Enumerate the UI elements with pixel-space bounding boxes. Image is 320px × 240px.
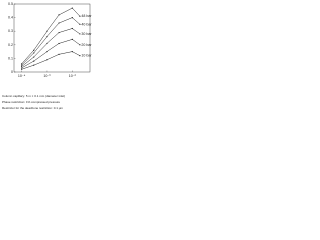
series-label: 30 bar bbox=[81, 32, 92, 36]
note: Phase restriction: 1% compressed pressur… bbox=[2, 100, 60, 104]
x-tick-label: 10⁻⁴ bbox=[18, 74, 26, 78]
series-line bbox=[21, 17, 81, 66]
series-label: 48 bar bbox=[81, 14, 92, 18]
y-tick-label: 0.4 bbox=[8, 16, 13, 20]
series-line bbox=[21, 28, 81, 67]
series-label: 20 bar bbox=[81, 43, 92, 47]
y-tick-label: 0.5 bbox=[8, 2, 13, 6]
plot-frame bbox=[13, 3, 91, 73]
series-line bbox=[21, 7, 81, 65]
chart: 0 0.1 0.2 0.3 0.4 0.5 10⁻⁴ 10⁻³ 10⁻² 48 bar 40 bar… bbox=[2, 2, 92, 110]
y-tick-label: 0.2 bbox=[8, 43, 13, 47]
series-line bbox=[21, 39, 81, 69]
series-label: 40 bar bbox=[81, 22, 92, 26]
series-label: 10 bar bbox=[81, 54, 92, 58]
note: Column capillary: 5 m × 0.1 mm (diameter… bbox=[2, 94, 65, 98]
y-tick-label: 0 bbox=[11, 70, 13, 74]
x-tick-label: 10⁻² bbox=[69, 74, 77, 78]
series-line bbox=[21, 51, 81, 70]
y-tick-label: 0.1 bbox=[8, 56, 13, 60]
y-tick-label: 0.3 bbox=[8, 29, 13, 33]
x-tick-label: 10⁻³ bbox=[43, 74, 51, 78]
note: Restrictor for the deadzone restriction:… bbox=[2, 106, 63, 110]
